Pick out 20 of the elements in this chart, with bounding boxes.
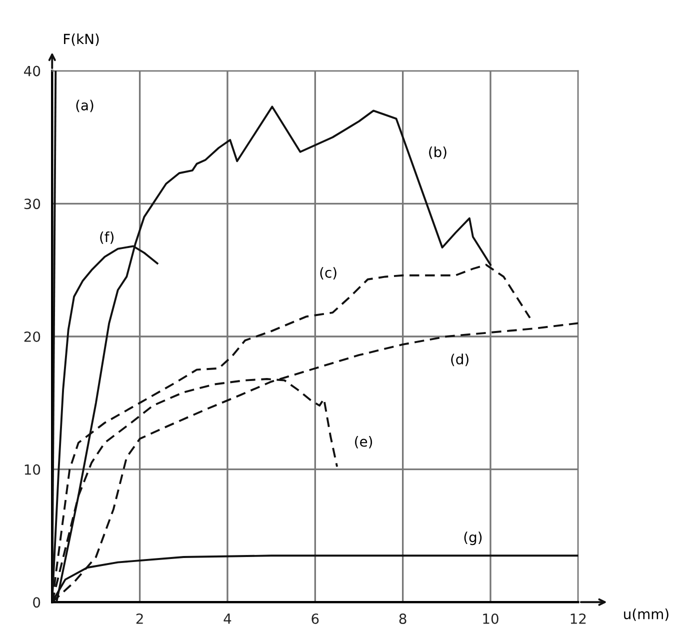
- x-tick-label: 4: [224, 614, 232, 624]
- x-tick-label: 12: [570, 613, 586, 624]
- y-tick-label: 40: [24, 66, 40, 76]
- y-tick-label: 20: [24, 331, 40, 342]
- annotation: (c): [320, 267, 336, 280]
- annotation: (g): [464, 532, 482, 546]
- annotation: (a): [76, 100, 94, 112]
- annotation: (e): [355, 436, 372, 448]
- x-tick-label: 6: [312, 613, 319, 624]
- x-tick-label: 8: [399, 613, 406, 624]
- x-tick-label: 10: [483, 613, 498, 624]
- x-tick-label: 2: [136, 613, 143, 624]
- annotation: (f): [100, 231, 114, 244]
- y-tick-label: 10: [24, 464, 40, 475]
- y-axis-title: F(kN): [64, 33, 99, 46]
- x-axis-title: u(mm): [624, 608, 668, 621]
- annotation: (b): [429, 146, 446, 159]
- y-tick-label: 30: [24, 198, 40, 210]
- y-tick-label: 0: [33, 597, 40, 608]
- annotation: (d): [451, 354, 468, 366]
